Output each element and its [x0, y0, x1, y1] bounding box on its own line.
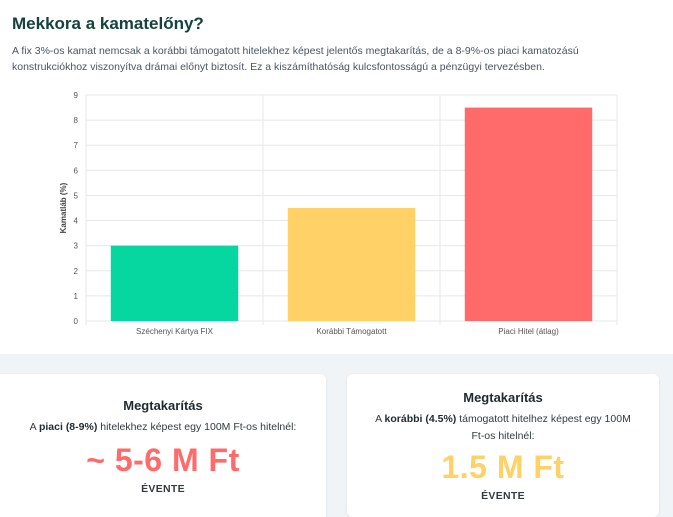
savings-card-description: A korábbi (4.5%) támogatott hitelhez kép… — [368, 411, 638, 445]
y-tick-label: 0 — [74, 317, 79, 326]
y-tick-label: 6 — [74, 166, 79, 175]
y-tick-label: 7 — [74, 141, 79, 150]
y-tick-label: 2 — [74, 267, 79, 276]
savings-card-title: Megtakarítás — [463, 390, 543, 405]
desc-suffix: hitelekhez képest egy 100M Ft-os hitelné… — [97, 421, 297, 433]
savings-card-description: A piaci (8-9%) hitelekhez képest egy 100… — [28, 419, 298, 436]
desc-prefix: A — [29, 421, 39, 433]
desc-suffix: támogatott hitelhez képest egy 100M Ft-o… — [456, 413, 631, 442]
savings-period: ÉVENTE — [481, 490, 525, 502]
y-tick-label: 8 — [74, 116, 79, 125]
x-tick-label: Széchenyi Kártya FIX — [136, 327, 214, 336]
y-tick-label: 1 — [74, 292, 79, 301]
desc-highlight: korábbi (4.5%) — [384, 413, 457, 425]
bar-3 — [464, 107, 593, 321]
desc-prefix: A — [375, 413, 385, 425]
savings-card-title: Megtakarítás — [123, 398, 203, 413]
y-tick-label: 4 — [74, 217, 79, 226]
interest-rate-bar-chart: 0 1 2 3 4 5 6 7 8 9 Kamatláb (%) Széchenyi Kártya F… — [59, 91, 618, 336]
y-tick-label: 3 — [74, 242, 79, 251]
savings-card-previous: Megtakarítás A korábbi (4.5%) támogatott… — [347, 374, 659, 517]
savings-card-market: Megtakarítás A piaci (8-9%) hitelekhez k… — [0, 374, 326, 517]
savings-value: ~ 5-6 M Ft — [86, 442, 240, 478]
page-description: A fix 3%-os kamat nemcsak a korábbi támo… — [12, 45, 579, 73]
x-tick-label: Piaci Hitel (átlag) — [498, 327, 559, 336]
savings-value: 1.5 M Ft — [441, 449, 565, 485]
y-axis-label: Kamatláb (%) — [59, 182, 68, 233]
bar-1 — [110, 245, 239, 321]
desc-highlight: piaci (8-9%) — [38, 421, 98, 433]
y-tick-label: 5 — [74, 191, 79, 200]
x-tick-label: Korábbi Támogatott — [316, 327, 387, 336]
bar-2 — [287, 208, 416, 321]
y-tick-label: 9 — [74, 91, 79, 100]
page-title: Mekkora a kamatelőny? — [12, 14, 204, 33]
chart-card: Mekkora a kamatelőny? A fix 3%-os kamat … — [0, 0, 673, 354]
savings-period: ÉVENTE — [141, 483, 185, 495]
